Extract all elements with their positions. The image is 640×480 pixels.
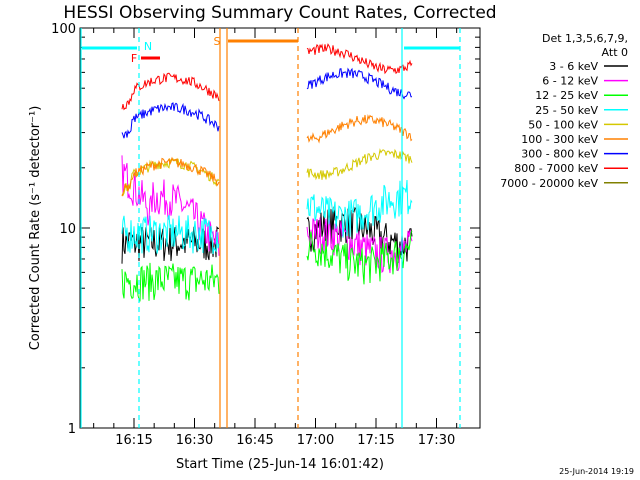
legend-label: 6 - 12 keV [542,75,598,88]
generation-timestamp: 25-Jun-2014 19:19 [559,467,634,476]
legend-label: 800 - 7000 keV [514,162,598,175]
x-axis-label: Start Time (25-Jun-14 16:01:42) [176,457,384,472]
series-line [121,102,220,139]
legend-header-1: Det 1,3,5,6,7,9, [542,32,628,45]
chart-title: HESSI Observing Summary Count Rates, Cor… [63,3,496,23]
legend-label: 50 - 100 keV [528,118,598,131]
y-axis-label: Corrected Count Rate (s⁻¹ detector⁻¹) [28,106,43,351]
series-line [121,214,220,255]
legend-label: 25 - 50 keV [535,104,598,117]
x-tick-label: 17:15 [357,433,394,448]
x-tick-label: 17:30 [418,433,455,448]
series-line [306,217,413,274]
series-line [121,72,220,111]
flag-label: F [131,52,137,65]
legend-label: 7000 - 20000 keV [500,177,598,190]
x-tick-label: 16:30 [176,433,213,448]
series-line [121,262,220,302]
series-line [306,43,413,75]
legend-label: 300 - 800 keV [521,148,598,161]
series-line [121,156,220,197]
legend-label: 12 - 25 keV [535,89,598,102]
x-tick-label: 16:15 [115,433,152,448]
x-tick-label: 17:00 [297,433,334,448]
legend-label: 100 - 300 keV [521,133,598,146]
series-line [306,67,412,100]
legend-label: 3 - 6 keV [549,60,598,73]
flag-label: S [214,35,221,48]
series-line [306,230,413,285]
y-tick-label: 10 [59,222,76,237]
x-tick-label: 16:45 [236,433,273,448]
flag-label: N [144,40,152,53]
series-line [121,224,220,264]
series-line [306,114,413,144]
series-line [121,155,220,256]
y-tick-label: 1 [68,422,76,437]
y-tick-label: 100 [51,22,76,37]
series-line [306,148,413,181]
legend: Det 1,3,5,6,7,9, Att 0 3 - 6 keV 6 - 12 k… [500,32,628,190]
legend-header-2: Att 0 [602,46,628,59]
series-line [306,179,413,238]
